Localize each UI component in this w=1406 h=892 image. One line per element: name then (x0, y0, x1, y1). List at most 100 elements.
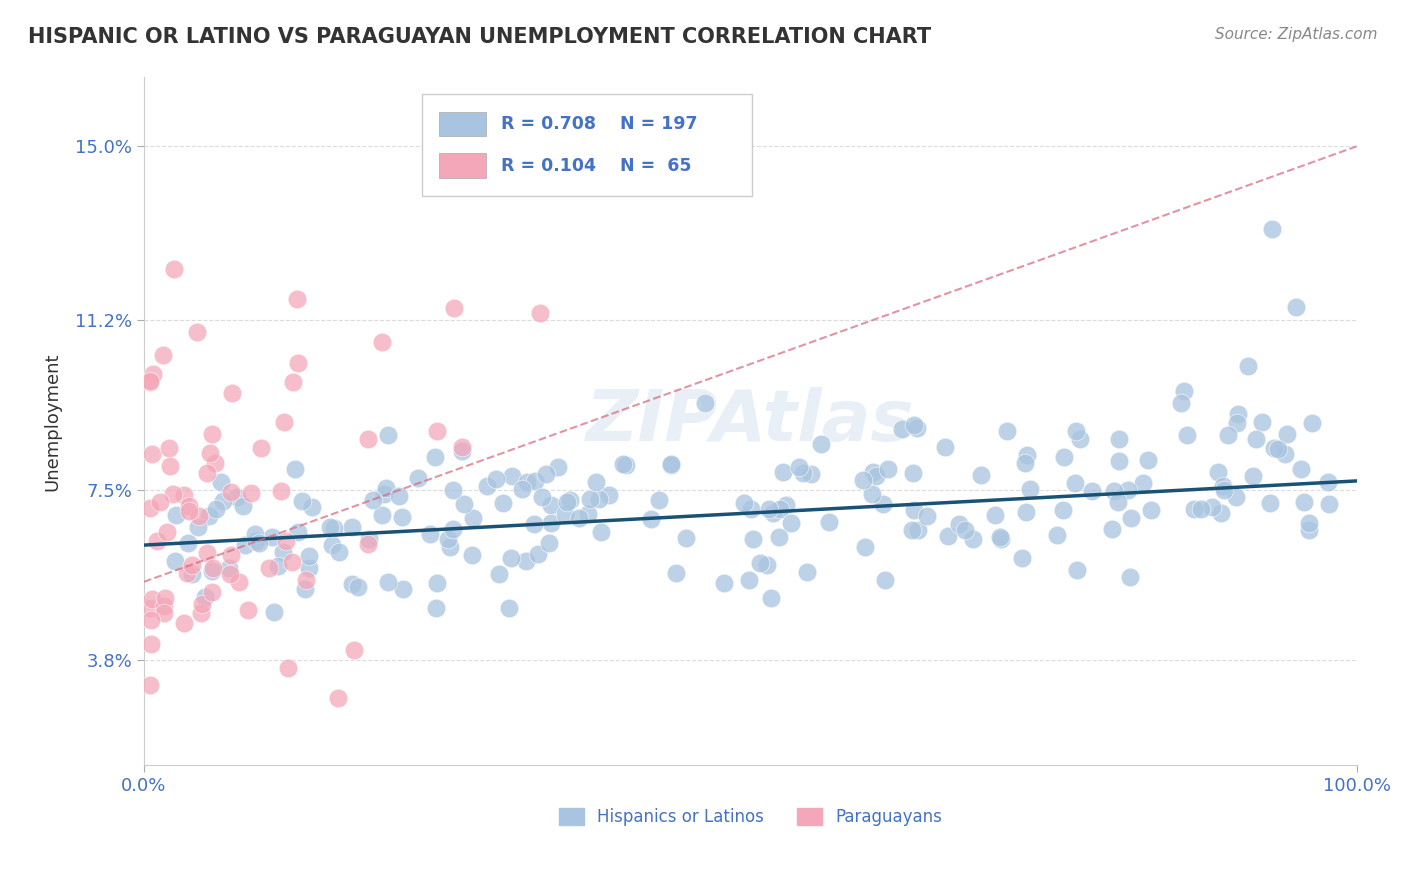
Point (139, 600, 162, 615)
Point (1226, 416, 1249, 430)
Point (488, 566, 510, 581)
Point (139, 637, 162, 651)
Point (194, 590, 217, 604)
Point (153, 599, 176, 614)
Point (1211, 506, 1233, 520)
Point (1119, 570, 1142, 584)
Text: ZIPAtlas: ZIPAtlas (586, 387, 915, 456)
Point (321, 538, 343, 552)
Point (1298, 516, 1320, 530)
Point (373, 486, 395, 500)
Point (555, 495, 578, 509)
Point (285, 292, 308, 306)
Point (287, 524, 309, 539)
Point (768, 530, 790, 544)
Point (388, 489, 411, 503)
Point (905, 421, 928, 435)
Point (1275, 427, 1298, 442)
Point (232, 499, 254, 513)
Point (195, 467, 218, 481)
Point (1081, 484, 1104, 499)
Point (501, 468, 523, 483)
Point (738, 573, 761, 587)
Point (568, 511, 591, 525)
Point (485, 471, 508, 485)
Point (139, 374, 162, 388)
Point (901, 466, 924, 480)
Point (191, 597, 214, 611)
Point (291, 493, 314, 508)
Point (1107, 495, 1129, 509)
Point (1225, 490, 1247, 504)
Point (187, 508, 209, 523)
Point (205, 502, 228, 516)
Point (177, 504, 200, 518)
Point (579, 491, 602, 506)
Point (515, 554, 537, 568)
Point (934, 440, 956, 454)
Point (762, 506, 785, 520)
Point (693, 395, 716, 409)
Point (406, 471, 429, 485)
Point (1212, 478, 1234, 492)
Point (540, 516, 562, 531)
Point (1140, 503, 1163, 517)
Point (1018, 482, 1040, 496)
Text: Source: ZipAtlas.com: Source: ZipAtlas.com (1215, 27, 1378, 42)
Point (492, 496, 515, 510)
Point (810, 437, 832, 451)
Point (249, 441, 271, 455)
Point (990, 532, 1012, 546)
Point (907, 523, 929, 537)
Point (787, 459, 810, 474)
Point (1069, 432, 1091, 446)
Point (357, 532, 380, 546)
Point (758, 502, 780, 516)
Legend: Hispanics or Latinos, Paraguayans: Hispanics or Latinos, Paraguayans (553, 801, 949, 832)
Point (437, 532, 460, 546)
Point (860, 487, 883, 501)
Point (340, 520, 363, 534)
Y-axis label: Unemployment: Unemployment (44, 352, 60, 491)
Point (529, 306, 551, 320)
Point (426, 424, 449, 438)
Point (640, 512, 662, 526)
Point (792, 466, 814, 480)
Point (1046, 528, 1069, 542)
Point (1261, 221, 1284, 235)
Point (233, 538, 256, 552)
Point (453, 497, 475, 511)
Point (1301, 417, 1323, 431)
Point (176, 566, 198, 580)
Point (1011, 551, 1033, 566)
Point (157, 442, 180, 456)
Text: R = 0.104    N =  65: R = 0.104 N = 65 (501, 157, 690, 175)
Point (588, 491, 610, 506)
Point (755, 558, 778, 572)
Point (498, 601, 520, 615)
Point (247, 536, 270, 550)
Point (177, 499, 200, 513)
Point (1132, 475, 1154, 490)
Point (1182, 501, 1205, 516)
Point (852, 473, 875, 487)
Point (195, 546, 218, 560)
Point (450, 444, 472, 458)
Point (370, 335, 392, 350)
Point (263, 605, 285, 619)
Point (284, 462, 307, 476)
Point (209, 475, 232, 489)
Point (298, 561, 321, 575)
Point (187, 519, 209, 533)
Point (1119, 511, 1142, 525)
Point (1015, 448, 1038, 462)
Point (1136, 453, 1159, 467)
Point (1064, 425, 1087, 439)
Point (212, 493, 235, 508)
Point (239, 486, 262, 500)
Point (523, 474, 546, 488)
Point (245, 527, 267, 541)
Point (323, 521, 346, 535)
Point (271, 545, 294, 559)
Point (219, 548, 242, 562)
